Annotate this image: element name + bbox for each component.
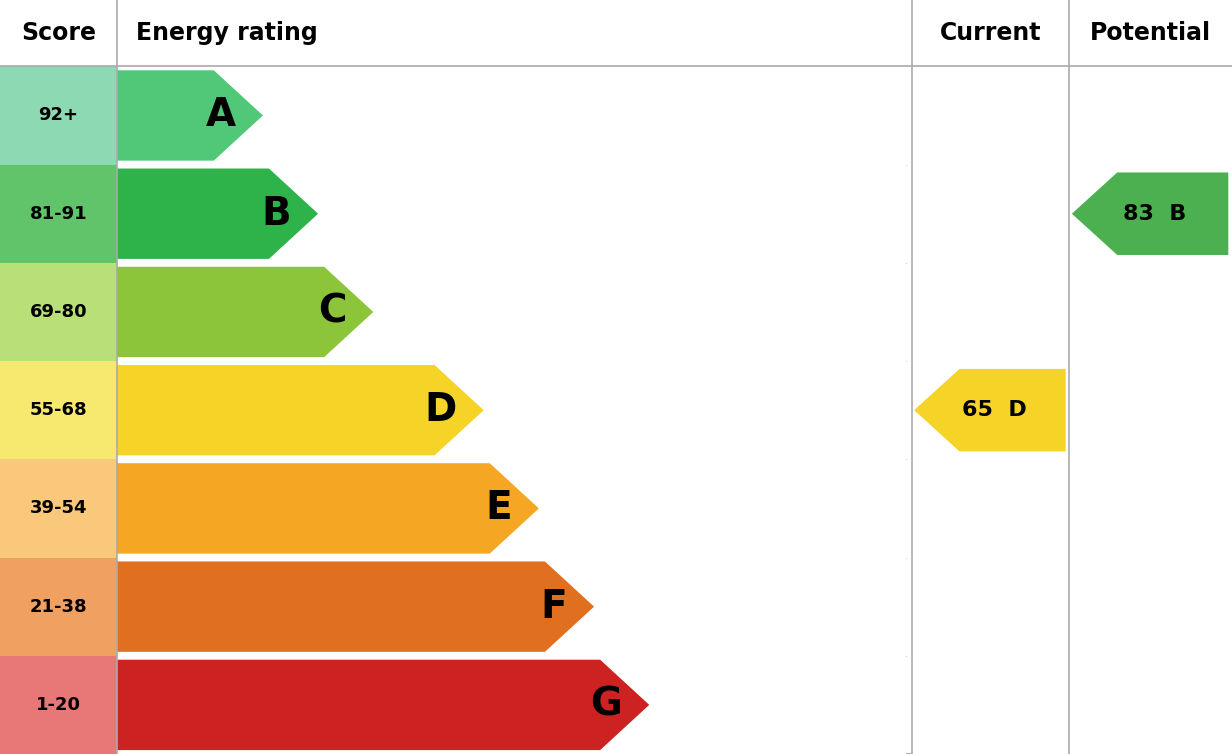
Polygon shape bbox=[117, 70, 262, 161]
Text: 1-20: 1-20 bbox=[36, 696, 81, 714]
Bar bbox=[117, 263, 906, 361]
Bar bbox=[1069, 361, 1232, 459]
Text: Current: Current bbox=[940, 21, 1041, 45]
Text: E: E bbox=[485, 489, 511, 527]
Text: 81-91: 81-91 bbox=[30, 204, 87, 222]
Bar bbox=[912, 164, 1069, 263]
Bar bbox=[0, 361, 117, 459]
Bar bbox=[0, 557, 117, 656]
Text: C: C bbox=[318, 293, 346, 331]
Bar bbox=[912, 66, 1069, 164]
Text: Score: Score bbox=[21, 21, 96, 45]
Text: Potential: Potential bbox=[1090, 21, 1211, 45]
Bar bbox=[0, 656, 117, 754]
Bar bbox=[1069, 459, 1232, 557]
Text: B: B bbox=[261, 195, 291, 233]
Polygon shape bbox=[117, 463, 538, 553]
Polygon shape bbox=[117, 168, 318, 259]
Bar bbox=[0, 459, 117, 557]
Text: G: G bbox=[590, 686, 622, 724]
Polygon shape bbox=[914, 369, 1066, 452]
Bar bbox=[912, 263, 1069, 361]
Text: 69-80: 69-80 bbox=[30, 303, 87, 321]
Bar bbox=[117, 557, 906, 656]
Bar bbox=[117, 459, 906, 557]
Bar bbox=[117, 66, 906, 164]
Text: 83  B: 83 B bbox=[1122, 204, 1186, 224]
Text: 21-38: 21-38 bbox=[30, 598, 87, 616]
Bar bbox=[1069, 263, 1232, 361]
Bar bbox=[1069, 557, 1232, 656]
Bar bbox=[1069, 66, 1232, 164]
Bar bbox=[0, 0, 1232, 66]
Text: 65  D: 65 D bbox=[962, 400, 1026, 420]
Bar bbox=[912, 459, 1069, 557]
Text: A: A bbox=[206, 97, 235, 134]
Bar bbox=[1069, 164, 1232, 263]
Text: 55-68: 55-68 bbox=[30, 401, 87, 419]
Polygon shape bbox=[1072, 173, 1228, 255]
Text: 39-54: 39-54 bbox=[30, 499, 87, 517]
Polygon shape bbox=[117, 562, 594, 652]
Text: D: D bbox=[424, 391, 457, 429]
Text: F: F bbox=[541, 587, 567, 626]
Bar bbox=[912, 361, 1069, 459]
Bar bbox=[117, 361, 906, 459]
Bar bbox=[117, 164, 906, 263]
Polygon shape bbox=[117, 365, 484, 455]
Bar bbox=[0, 164, 117, 263]
Polygon shape bbox=[117, 267, 373, 357]
Bar bbox=[0, 263, 117, 361]
Bar bbox=[1069, 656, 1232, 754]
Bar bbox=[0, 66, 117, 164]
Bar bbox=[117, 656, 906, 754]
Bar bbox=[912, 656, 1069, 754]
Polygon shape bbox=[117, 660, 649, 750]
Bar bbox=[912, 557, 1069, 656]
Text: 92+: 92+ bbox=[38, 106, 79, 124]
Text: Energy rating: Energy rating bbox=[136, 21, 318, 45]
